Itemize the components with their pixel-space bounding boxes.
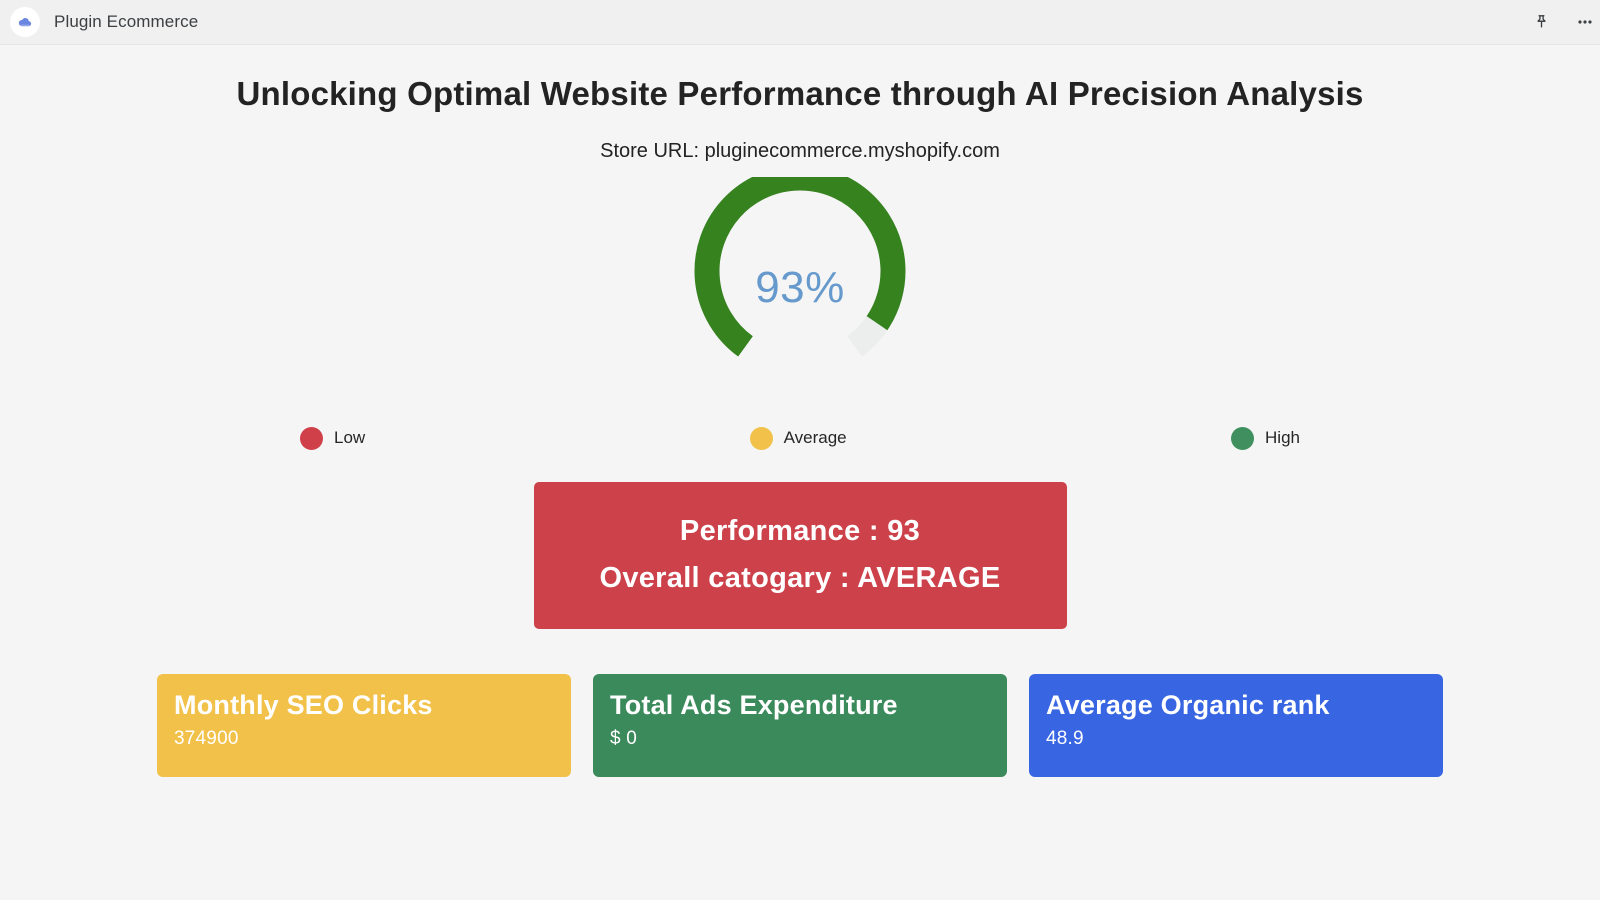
performance-gauge: 93%	[685, 165, 915, 377]
legend-dot-high	[1231, 426, 1255, 450]
metric-title: Average Organic rank	[1046, 689, 1330, 720]
legend-label-low: Low	[334, 428, 366, 448]
legend-item-average: Average	[749, 426, 847, 450]
gauge-value-label: 93%	[755, 262, 845, 312]
gauge-legend: Low Average High	[300, 426, 1300, 450]
metric-card-average-organic-rank: Average Organic rank 48.9	[1029, 673, 1443, 777]
metric-value: 48.9	[1046, 727, 1084, 749]
metric-value: 374900	[174, 727, 239, 749]
legend-item-high: High	[1231, 426, 1300, 450]
legend-item-low: Low	[300, 426, 366, 450]
legend-dot-low	[300, 426, 323, 450]
metric-title: Monthly SEO Clicks	[174, 689, 433, 720]
legend-label-average: Average	[783, 428, 847, 448]
store-url: Store URL: pluginecommerce.myshopify.com	[600, 139, 1000, 162]
ellipsis-icon[interactable]	[1572, 9, 1598, 35]
brand-name: Plugin Ecommerce	[54, 12, 199, 31]
app-header: Plugin Ecommerce	[0, 0, 1600, 45]
pin-icon[interactable]	[1528, 9, 1554, 35]
main-content: Unlocking Optimal Website Performance th…	[0, 45, 1600, 900]
metric-cards: Monthly SEO Clicks 374900 Total Ads Expe…	[157, 673, 1443, 777]
brand: Plugin Ecommerce	[10, 7, 198, 37]
page-title: Unlocking Optimal Website Performance th…	[236, 75, 1364, 112]
legend-dot-average	[749, 426, 773, 450]
metric-title: Total Ads Expenditure	[610, 689, 898, 720]
metric-card-total-ads-expenditure: Total Ads Expenditure $ 0	[593, 673, 1007, 777]
metric-value: $ 0	[610, 727, 638, 749]
header-actions	[1528, 9, 1598, 35]
metric-card-monthly-seo-clicks: Monthly SEO Clicks 374900	[157, 673, 571, 777]
performance-score-line: Performance : 93	[679, 515, 921, 548]
performance-summary-banner: Performance : 93 Overall catogary : AVER…	[533, 481, 1067, 629]
overall-category-line: Overall catogary : AVERAGE	[599, 562, 1001, 595]
cloud-logo-icon	[10, 7, 40, 37]
legend-label-high: High	[1265, 428, 1300, 448]
